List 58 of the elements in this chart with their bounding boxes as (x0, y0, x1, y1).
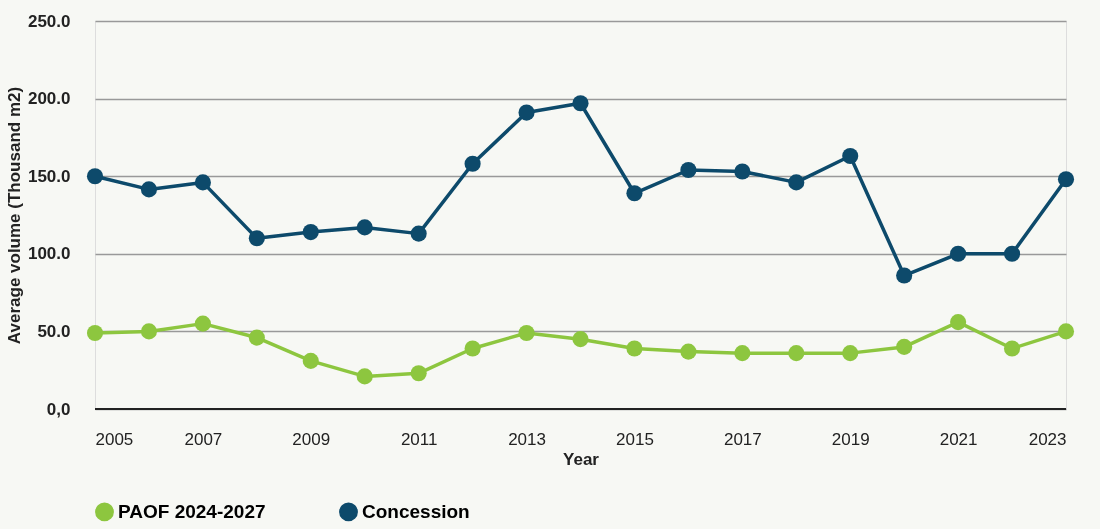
point (788, 345, 805, 362)
x-tick-label: 2019 (831, 429, 870, 449)
point (140, 181, 158, 198)
point (1003, 245, 1021, 262)
legend-label: Concession (362, 500, 470, 522)
point (86, 168, 104, 185)
point (518, 104, 535, 121)
x-tick-label: 2013 (508, 429, 546, 449)
point (896, 338, 913, 355)
y-tick-label: 100.0 (27, 244, 71, 264)
point (410, 225, 427, 242)
x-tick-label: 2009 (292, 429, 331, 449)
legend-label: PAOF 2024-2027 (118, 500, 266, 522)
point (1057, 323, 1075, 340)
y-tick-label: 200.0 (27, 89, 71, 109)
point (194, 315, 211, 332)
point (734, 345, 751, 362)
y-tick-label: 250.0 (27, 11, 71, 31)
x-tick-label: 2017 (723, 429, 762, 449)
point (248, 230, 265, 247)
x-tick-label: 2021 (939, 429, 978, 449)
point (248, 329, 265, 346)
point (464, 155, 481, 172)
x-tick-label: 2015 (616, 429, 654, 449)
point (896, 267, 913, 284)
point (518, 324, 535, 341)
point (572, 95, 589, 112)
x-axis-title: Year (563, 449, 600, 469)
x-tick-label: 2011 (400, 429, 438, 449)
point (464, 340, 481, 357)
y-axis-title: Average volume (Thousand m2) (4, 86, 24, 345)
point (140, 323, 158, 340)
point (1057, 171, 1075, 188)
point (1003, 340, 1021, 357)
y-tick-label: 150.0 (27, 166, 71, 186)
point (788, 174, 805, 191)
point (410, 365, 427, 382)
point (302, 224, 319, 241)
x-tick-label: 2005 (95, 429, 134, 449)
y-tick-label: 50.0 (37, 321, 71, 341)
point (842, 345, 859, 362)
point (734, 163, 751, 180)
point (302, 352, 319, 369)
point (626, 185, 643, 202)
point (842, 147, 859, 165)
point (572, 331, 589, 348)
point (626, 340, 643, 357)
point (950, 245, 967, 262)
x-tick-label: 2007 (184, 429, 223, 449)
x-tick-label: 2023 (1028, 429, 1067, 449)
point (680, 343, 697, 360)
point (86, 324, 104, 341)
point (194, 174, 211, 191)
point (356, 219, 373, 236)
point (950, 314, 967, 331)
point (680, 161, 697, 179)
y-tick-label: 0,0 (46, 399, 71, 419)
point (356, 368, 373, 385)
